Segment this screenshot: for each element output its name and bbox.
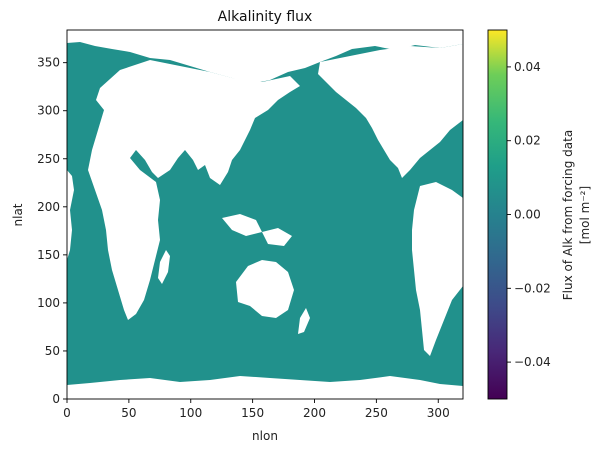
y-axis-label: nlat (11, 203, 25, 226)
land-antarctica (67, 376, 463, 399)
y-tick-label: 50 (45, 344, 60, 358)
x-tick-label: 250 (365, 406, 388, 420)
y-tick-label: 100 (37, 296, 60, 310)
land-arctic (67, 30, 463, 84)
y-tick-label: 300 (37, 104, 60, 118)
x-tick-label: 0 (63, 406, 71, 420)
colorbar-label-line2: [mol m⁻²] (578, 186, 592, 244)
land-madagascar (158, 250, 170, 284)
chart-title: Alkalinity flux (218, 9, 313, 25)
x-tick-label: 200 (303, 406, 326, 420)
land-new-guinea (262, 228, 292, 246)
colorbar-tick-label: 0.00 (514, 208, 541, 222)
colorbar-tick-label: 0.04 (514, 60, 541, 74)
colorbar-gradient (488, 30, 507, 399)
x-tick-label: 50 (121, 406, 136, 420)
y-tick-label: 200 (37, 200, 60, 214)
y-tick-label: 0 (52, 392, 60, 406)
land-eurasia-africa (88, 60, 300, 320)
land-left-edge (67, 170, 74, 260)
y-tick-label: 250 (37, 152, 60, 166)
colorbar-label-line1: Flux of Alk from forcing data (561, 130, 575, 300)
x-tick-label: 150 (241, 406, 264, 420)
colorbar-tick-label: −0.04 (514, 355, 551, 369)
land-north-america (318, 44, 463, 178)
land-new-zealand (298, 308, 310, 334)
land-indonesia (222, 214, 262, 236)
y-tick-label: 350 (37, 56, 60, 70)
y-tick-label: 150 (37, 248, 60, 262)
colorbar-tick-label: 0.02 (514, 134, 541, 148)
x-axis: 0 50 100 150 200 250 300 nlon (63, 399, 450, 443)
x-axis-label: nlon (252, 429, 278, 443)
y-axis: 0 50 100 150 200 250 300 350 nlat (11, 56, 67, 406)
x-tick-label: 100 (179, 406, 202, 420)
land-australia (236, 260, 294, 318)
plot-area (67, 30, 463, 399)
x-tick-label: 300 (427, 406, 450, 420)
land-south-america (412, 182, 463, 356)
colorbar: −0.04 −0.02 0.00 0.02 0.04 Flux of Alk from … (487, 29, 592, 400)
plot-frame (66, 29, 464, 400)
land-mask (67, 30, 463, 399)
land-greenland (455, 44, 463, 90)
colorbar-tick-label: −0.02 (514, 281, 551, 295)
